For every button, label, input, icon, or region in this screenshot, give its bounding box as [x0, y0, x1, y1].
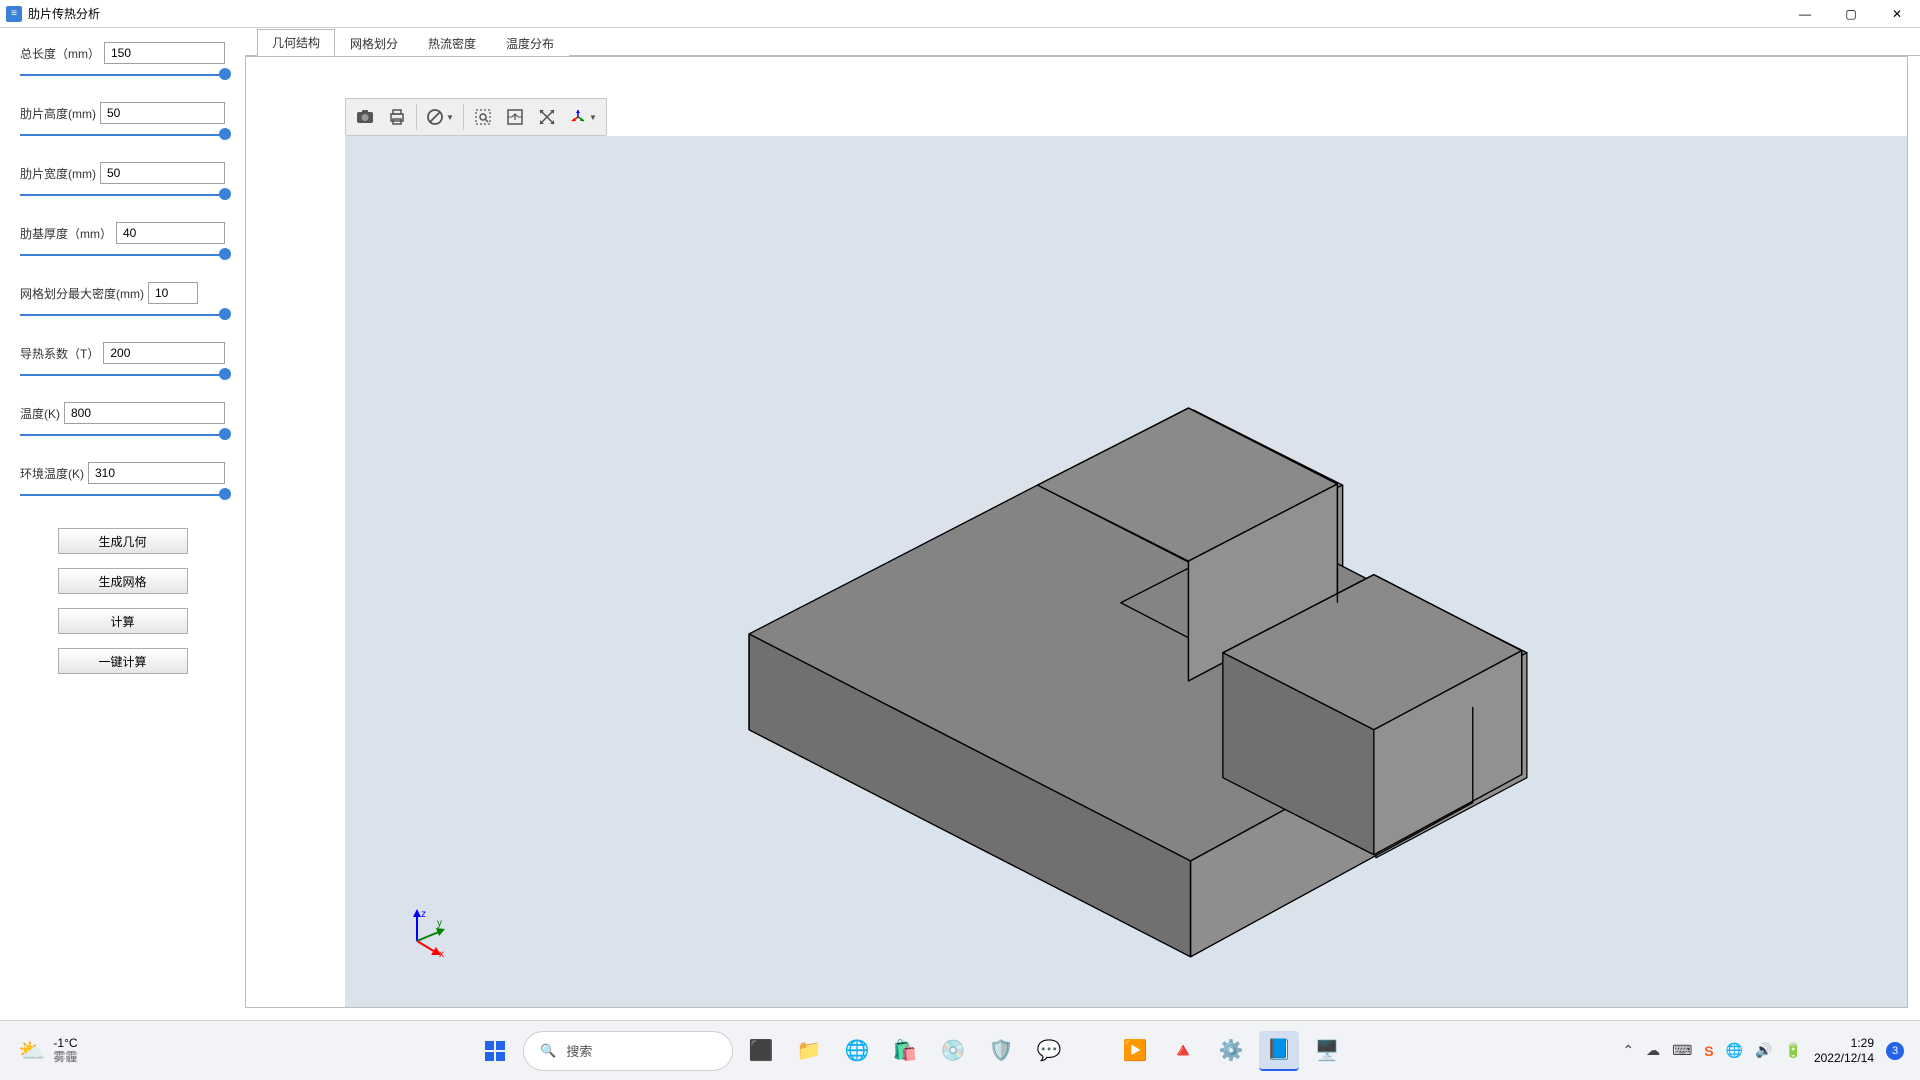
param-ambient-temperature: 环境温度(K): [20, 462, 225, 498]
current-app-icon[interactable]: 📘: [1259, 1031, 1299, 1071]
clock-date: 2022/12/14: [1814, 1051, 1874, 1065]
print-icon[interactable]: [382, 102, 412, 132]
system-tray: ⌃ ☁ ⌨ S 🌐 🔊 🔋 1:29 2022/12/14 3: [1622, 1036, 1920, 1065]
axes-rotate-icon[interactable]: ▼: [564, 102, 602, 132]
weather-icon: ⛅: [18, 1038, 45, 1064]
param-fin-width: 肋片宽度(mm): [20, 162, 225, 198]
clock-time: 1:29: [1851, 1036, 1874, 1050]
minimize-button[interactable]: —: [1782, 0, 1828, 27]
param-fin-height: 肋片高度(mm): [20, 102, 225, 138]
svg-text:y: y: [437, 918, 442, 929]
search-icon: 🔍: [540, 1043, 556, 1059]
taskbar-clock[interactable]: 1:29 2022/12/14: [1814, 1036, 1874, 1065]
param-mesh-density: 网格划分最大密度(mm): [20, 282, 225, 318]
one-click-calculate-button[interactable]: 一键计算: [58, 648, 188, 674]
explorer-icon[interactable]: 📁: [789, 1031, 829, 1071]
start-button[interactable]: [475, 1031, 515, 1071]
zoom-box-icon[interactable]: [468, 102, 498, 132]
weather-temp: -1°C: [53, 1037, 77, 1050]
param-conductivity: 导热系数（T）: [20, 342, 225, 378]
viewport-toolbar: ▼: [345, 98, 607, 136]
tab-mesh[interactable]: 网格划分: [335, 30, 413, 56]
no-symbol-icon[interactable]: ▼: [421, 102, 459, 132]
param-input-fin-width[interactable]: [100, 162, 225, 184]
dell-icon[interactable]: 💿: [933, 1031, 973, 1071]
geometry-model: [345, 136, 1907, 1007]
action-buttons: 生成几何 生成网格 计算 一键计算: [20, 528, 225, 674]
maximize-button[interactable]: ▢: [1828, 0, 1874, 27]
param-temperature: 温度(K): [20, 402, 225, 438]
param-label: 导热系数（T）: [20, 345, 99, 362]
svg-text:z: z: [421, 909, 426, 920]
svg-text:x: x: [439, 949, 444, 957]
search-placeholder: 搜索: [566, 1041, 592, 1060]
settings-icon[interactable]: ⚙️: [1211, 1031, 1251, 1071]
app4-icon[interactable]: 🖥️: [1307, 1031, 1347, 1071]
sidebar: 总长度（mm） 肋片高度(mm) 肋片宽度(mm) 肋基厚度（mm）: [0, 28, 245, 1020]
fit-view-icon[interactable]: [500, 102, 530, 132]
tray-volume-icon[interactable]: 🔊: [1755, 1042, 1772, 1059]
generate-geometry-button[interactable]: 生成几何: [58, 528, 188, 554]
chevron-down-icon: ▼: [446, 113, 454, 122]
weather-desc: 雾霾: [53, 1051, 77, 1064]
tray-ime-icon[interactable]: ⌨: [1672, 1042, 1692, 1059]
tab-geometry[interactable]: 几何结构: [257, 29, 335, 56]
tray-chevron-icon[interactable]: ⌃: [1622, 1042, 1634, 1059]
param-slider[interactable]: [20, 372, 225, 378]
taskbar: ⛅ -1°C 雾霾 🔍 搜索 ⬛ 📁 🌐 🛍️ 💿 🛡️ 💬 ▶️ 🔺 ⚙️ 📘…: [0, 1020, 1920, 1080]
view-tabs: 几何结构 网格划分 热流密度 温度分布: [245, 28, 1920, 56]
param-label: 环境温度(K): [20, 465, 84, 482]
tab-temperature[interactable]: 温度分布: [491, 30, 569, 56]
wechat-icon[interactable]: 💬: [1029, 1031, 1069, 1071]
param-input-ambient-temperature[interactable]: [88, 462, 225, 484]
param-input-temperature[interactable]: [64, 402, 225, 424]
param-slider[interactable]: [20, 432, 225, 438]
tab-heatflux[interactable]: 热流密度: [413, 30, 491, 56]
param-label: 肋片高度(mm): [20, 105, 96, 122]
main-panel: 几何结构 网格划分 热流密度 温度分布 ▼: [245, 28, 1920, 1020]
taskbar-search[interactable]: 🔍 搜索: [523, 1031, 733, 1071]
param-label: 网格划分最大密度(mm): [20, 285, 144, 302]
param-label: 肋片宽度(mm): [20, 165, 96, 182]
param-input-mesh-density[interactable]: [148, 282, 198, 304]
edge-icon[interactable]: 🌐: [837, 1031, 877, 1071]
expand-icon[interactable]: [532, 102, 562, 132]
calculate-button[interactable]: 计算: [58, 608, 188, 634]
param-slider[interactable]: [20, 192, 225, 198]
store-icon[interactable]: 🛍️: [885, 1031, 925, 1071]
3d-viewport[interactable]: z y x: [345, 136, 1907, 1007]
close-button[interactable]: ✕: [1874, 0, 1920, 27]
screenshot-icon[interactable]: [350, 102, 380, 132]
param-input-total-length[interactable]: [104, 42, 225, 64]
param-input-fin-height[interactable]: [100, 102, 225, 124]
param-input-base-thickness[interactable]: [116, 222, 225, 244]
app1-icon[interactable]: ▶️: [1115, 1031, 1155, 1071]
tray-sogou-icon[interactable]: S: [1704, 1043, 1713, 1059]
param-slider[interactable]: [20, 132, 225, 138]
tray-network-icon[interactable]: 🌐: [1726, 1042, 1743, 1059]
param-base-thickness: 肋基厚度（mm）: [20, 222, 225, 258]
axis-gizmo: z y x: [403, 907, 449, 957]
tray-battery-icon[interactable]: 🔋: [1785, 1042, 1802, 1059]
param-input-conductivity[interactable]: [103, 342, 225, 364]
param-label: 总长度（mm）: [20, 45, 100, 62]
param-slider[interactable]: [20, 72, 225, 78]
notification-badge[interactable]: 3: [1886, 1042, 1904, 1060]
param-slider[interactable]: [20, 492, 225, 498]
mcafee-icon[interactable]: 🛡️: [981, 1031, 1021, 1071]
generate-mesh-button[interactable]: 生成网格: [58, 568, 188, 594]
task-view-icon[interactable]: ⬛: [741, 1031, 781, 1071]
weather-widget[interactable]: ⛅ -1°C 雾霾: [0, 1037, 200, 1063]
param-label: 肋基厚度（mm）: [20, 225, 112, 242]
param-total-length: 总长度（mm）: [20, 42, 225, 78]
app-icon: ≡: [6, 6, 22, 22]
window-title: 肋片传热分析: [28, 5, 1782, 22]
param-label: 温度(K): [20, 405, 60, 422]
titlebar: ≡ 肋片传热分析 — ▢ ✕: [0, 0, 1920, 28]
chevron-down-icon: ▼: [589, 113, 597, 122]
param-slider[interactable]: [20, 252, 225, 258]
param-slider[interactable]: [20, 312, 225, 318]
tray-cloud-icon[interactable]: ☁: [1646, 1042, 1660, 1059]
app2-icon[interactable]: 🔺: [1163, 1031, 1203, 1071]
